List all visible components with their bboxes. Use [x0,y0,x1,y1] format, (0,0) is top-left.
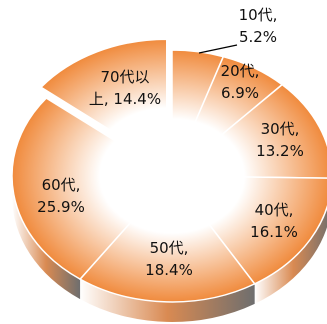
leader-line-10s [198,44,238,54]
pie-slice-3 [170,175,327,285]
data-label-60s-pct: 25.9% [37,198,85,216]
data-label-10s-name: 10代, [238,6,278,24]
pie-slice-4 [78,174,256,303]
data-label-60s-name: 60代, [41,176,81,194]
data-label-30s-pct: 13.2% [256,142,304,160]
data-label-50s: 50代, 18.4% [138,237,200,281]
data-label-40s-name: 40代, [254,201,294,219]
pie-slice-5 [11,97,174,281]
data-label-10s-pct: 5.2% [238,28,278,46]
data-label-40s: 40代, 16.1% [243,199,305,243]
data-label-70s-plus-pct: 上, 14.4% [88,90,162,108]
pie-slice-6 [39,38,168,167]
data-label-60s: 60代, 25.9% [30,174,92,218]
pie-top-face [11,38,327,303]
data-label-20s: 20代, 6.9% [212,60,268,104]
pie-side-3 [254,207,327,304]
data-label-20s-name: 20代, [220,62,260,80]
data-label-50s-name: 50代, [149,239,189,257]
data-label-50s-pct: 18.4% [145,261,193,279]
pie-side-4 [80,279,255,323]
data-label-30s: 30代, 13.2% [249,118,311,162]
data-label-70s-plus: 70代以 上, 14.4% [82,66,168,110]
pie-slice-2 [169,83,327,179]
data-label-70s-plus-name: 70代以 [100,68,150,86]
data-label-30s-name: 30代, [260,120,300,138]
data-label-40s-pct: 16.1% [250,223,298,241]
data-label-20s-pct: 6.9% [220,84,260,102]
data-label-10s: 10代, 5.2% [230,4,286,48]
